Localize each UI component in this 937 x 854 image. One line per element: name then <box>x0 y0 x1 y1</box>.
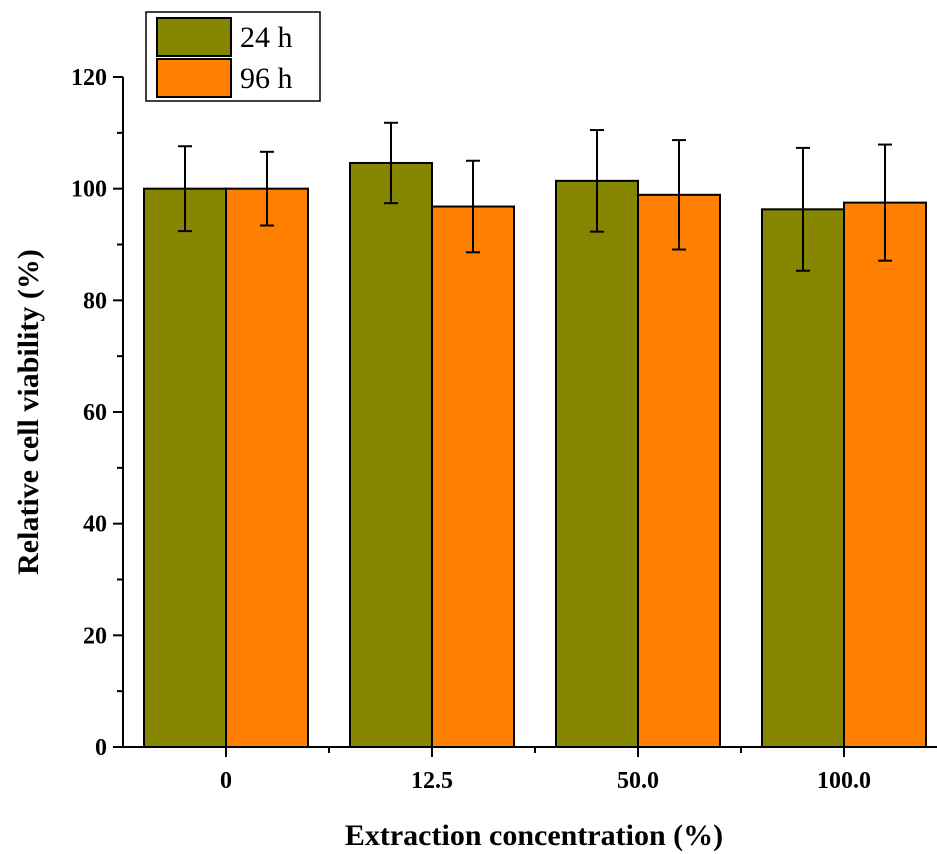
x-tick-label: 50.0 <box>617 768 659 794</box>
error-bar-96h-12.5 <box>466 159 480 254</box>
bar-24h-12.5 <box>349 161 433 748</box>
y-tick-label: 100 <box>71 177 107 203</box>
y-tick-label: 20 <box>83 623 107 649</box>
error-bar-24h-50.0 <box>590 129 604 233</box>
error-bar-96h-50.0 <box>672 139 686 251</box>
legend-label-24h: 24 h <box>240 21 293 54</box>
x-tick-label: 100.0 <box>817 768 871 794</box>
y-tick-label: 0 <box>95 735 107 761</box>
y-tick-label: 80 <box>83 288 107 314</box>
legend-swatch-24h <box>156 17 232 57</box>
error-bar-24h-12.5 <box>384 121 398 205</box>
error-bars-layer <box>178 121 892 272</box>
error-bar-24h-0 <box>178 145 192 233</box>
error-bar-96h-0 <box>260 150 274 227</box>
y-tick-label: 60 <box>83 400 107 426</box>
legend-swatch-96h <box>156 58 232 98</box>
y-tick-label: 120 <box>71 65 107 91</box>
ticks-layer: 0 20 40 60 80 100 120 0 12.5 50.0 100.0 <box>71 65 871 794</box>
error-bar-96h-100.0 <box>878 143 892 262</box>
bar-96h-100.0 <box>843 201 927 748</box>
legend: 24 h 96 h <box>145 11 321 102</box>
bar-96h-0 <box>225 187 309 748</box>
x-tick-label: 0 <box>220 768 232 794</box>
y-axis-title: Relative cell viability (%) <box>12 249 45 575</box>
y-tick-label: 40 <box>83 512 107 538</box>
error-bar-24h-100.0 <box>796 146 810 272</box>
bar-24h-100.0 <box>761 208 845 748</box>
x-axis-title: Extraction concentration (%) <box>345 819 723 852</box>
legend-label-96h: 96 h <box>240 62 293 95</box>
bar-96h-12.5 <box>431 205 515 749</box>
bar-96h-50.0 <box>637 193 721 748</box>
bars-layer <box>143 161 927 749</box>
x-tick-label: 12.5 <box>411 768 453 794</box>
bar-24h-0 <box>143 187 227 748</box>
bar-24h-50.0 <box>555 179 639 749</box>
